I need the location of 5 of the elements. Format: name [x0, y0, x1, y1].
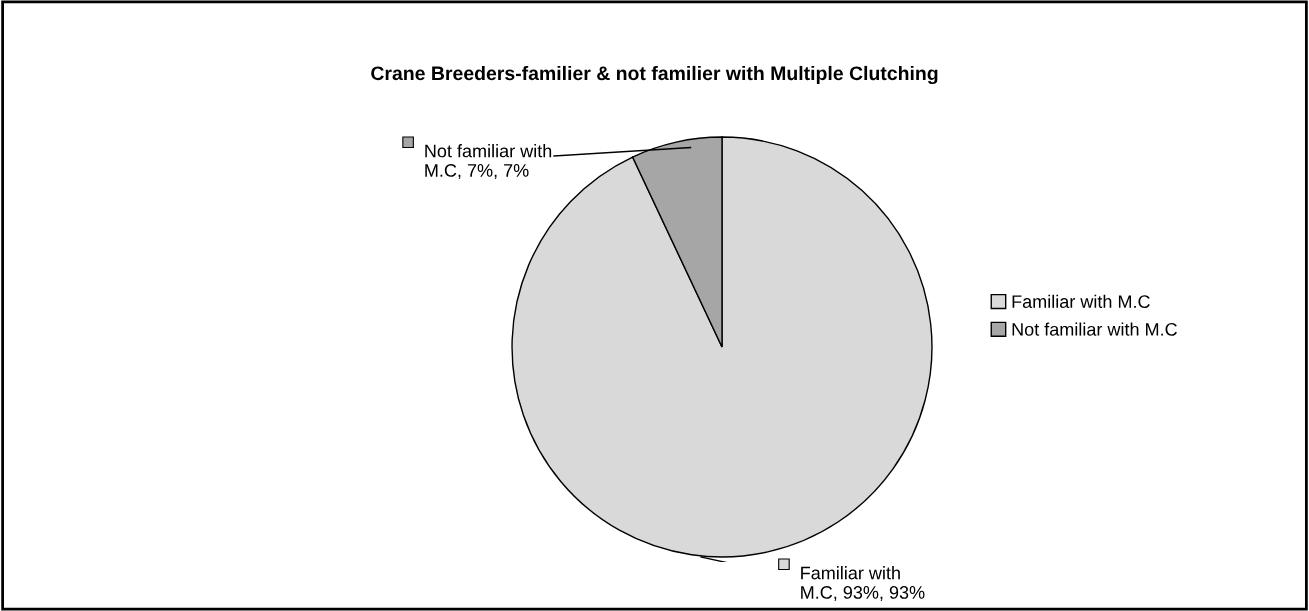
chart-title: Crane Breeders-familier & not familier with Multiple Clutching	[371, 65, 938, 85]
legend-label: Not familiar with M.C	[1012, 322, 1177, 336]
data-label: Not familiar with M.C, 7%, 7%	[425, 144, 552, 179]
data-label: Familiar with M.C, 93%, 93%	[801, 566, 925, 601]
legend-label: Familiar with M.C	[1012, 294, 1150, 309]
